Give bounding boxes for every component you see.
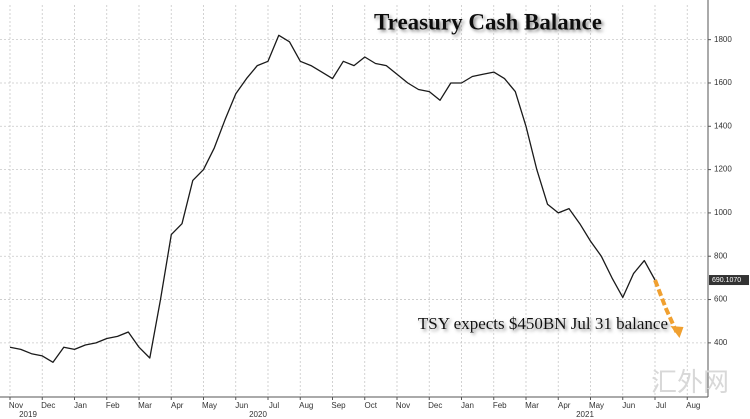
y-tick-label: 1800	[714, 35, 732, 44]
line	[9, 34, 656, 363]
year-label: 2021	[576, 410, 594, 419]
x-tick-label: Feb	[493, 401, 507, 410]
chart-title: Treasury Cash Balance	[374, 9, 602, 34]
x-tick-label: May	[202, 401, 217, 410]
x-tick-label: Aug	[686, 401, 700, 410]
y-tick-label: 1200	[714, 165, 732, 174]
x-tick-label: Jun	[622, 401, 635, 410]
year-label: 2020	[249, 410, 267, 419]
x-tick-label: Aug	[299, 401, 313, 410]
x-tick-label: Jan	[74, 401, 87, 410]
y-tick-label: 800	[714, 251, 728, 260]
x-tick-label: Sep	[331, 401, 346, 410]
year-label: 2019	[19, 410, 37, 419]
x-tick-label: Mar	[525, 401, 539, 410]
x-tick-label: Nov	[9, 401, 23, 410]
annotation: TSY expects $450BN Jul 31 balance	[418, 314, 668, 333]
x-tick-label: Feb	[106, 401, 120, 410]
x-tick-label: Apr	[171, 401, 184, 410]
y-tick-label: 1000	[714, 208, 732, 217]
x-tick-label: Nov	[396, 401, 410, 410]
value-label: 690.1070	[712, 277, 741, 284]
y-tick-label: 1600	[714, 78, 732, 87]
value-label-box	[709, 275, 749, 286]
x-tick-label: Dec	[428, 401, 442, 410]
x-tick-label: Jul	[656, 401, 666, 410]
x-tick-label: Jul	[269, 401, 279, 410]
x-tick-label: Oct	[365, 401, 378, 410]
y-tick-label: 1400	[714, 121, 732, 130]
x-tick-label: Mar	[138, 401, 152, 410]
x-tick-label: May	[589, 401, 604, 410]
y-tick-label: 600	[714, 295, 728, 304]
x-tick-label: Dec	[41, 401, 55, 410]
projection-arrowhead	[670, 326, 684, 339]
y-tick-label: 400	[714, 338, 728, 347]
x-tick-label: Apr	[558, 401, 571, 410]
watermark: 汇外网	[651, 368, 729, 398]
x-tick-label: Jan	[461, 401, 474, 410]
projection-line	[653, 279, 679, 333]
x-tick-label: Jun	[235, 401, 248, 410]
